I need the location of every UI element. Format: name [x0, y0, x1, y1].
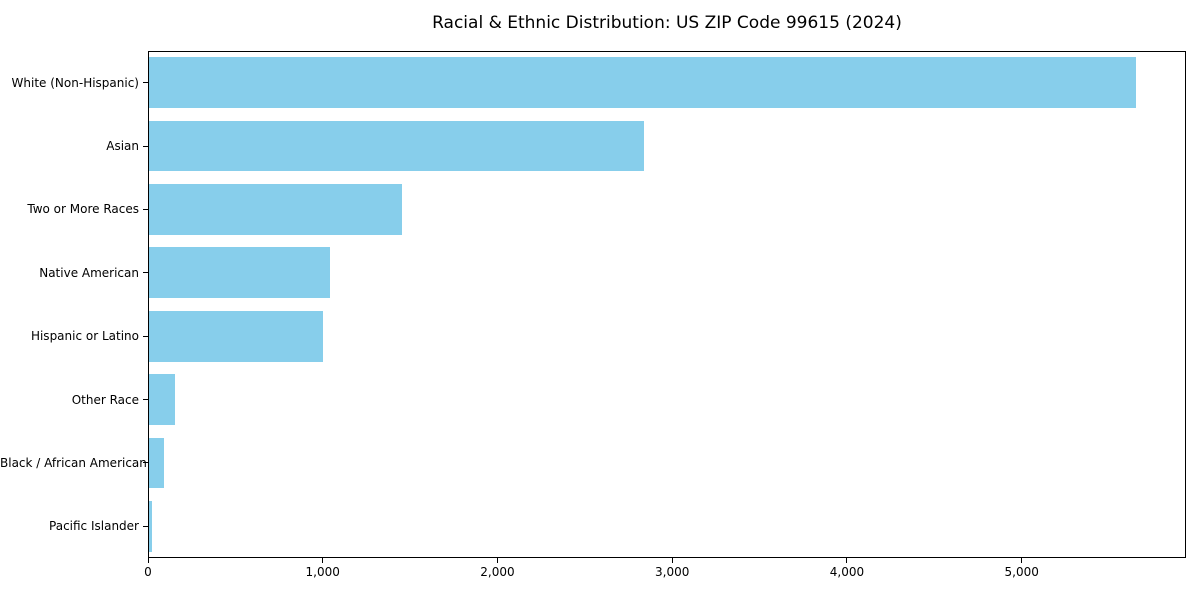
x-tick-label: 0 — [144, 565, 152, 579]
y-tick-label: Two or More Races — [27, 202, 139, 217]
y-tick-label: Other Race — [71, 392, 139, 407]
y-tick-mark — [143, 525, 148, 527]
bar-hispanic-or-latino — [149, 310, 323, 362]
x-tick-label: 1,000 — [305, 565, 340, 579]
bar-two-or-more-races — [149, 184, 403, 235]
y-tick-mark — [143, 208, 148, 210]
x-tick-mark — [496, 558, 498, 563]
y-tick-label: Black / African American — [0, 455, 147, 470]
y-tick-mark — [143, 82, 148, 84]
bar-native-american — [149, 247, 330, 299]
x-tick-mark — [322, 558, 324, 563]
y-tick-label: Asian — [106, 139, 139, 154]
x-tick-mark — [846, 558, 848, 563]
y-tick-mark — [143, 399, 148, 401]
bar-white-non-hispanic — [149, 57, 1137, 109]
y-tick-label: White (Non-Hispanic) — [11, 75, 139, 90]
y-tick-mark — [143, 335, 148, 337]
y-tick-mark — [143, 272, 148, 274]
x-tick-label: 2,000 — [480, 565, 515, 579]
plot-area — [148, 51, 1186, 558]
bar-asian — [149, 120, 644, 172]
x-tick-label: 3,000 — [655, 565, 690, 579]
y-tick-mark — [143, 145, 148, 147]
x-tick-mark — [1021, 558, 1023, 563]
x-tick-label: 5,000 — [1004, 565, 1039, 579]
y-tick-label: Pacific Islander — [49, 519, 139, 534]
chart-title: Racial & Ethnic Distribution: US ZIP Cod… — [432, 13, 902, 33]
y-tick-label: Native American — [39, 265, 139, 280]
x-tick-label: 4,000 — [829, 565, 865, 579]
y-tick-label: Hispanic or Latino — [30, 329, 139, 344]
bar-black-african-american — [149, 437, 164, 489]
x-tick-mark — [671, 558, 673, 563]
x-tick-mark — [147, 558, 149, 563]
bar-pacific-islander — [149, 500, 153, 552]
y-tick-mark — [143, 462, 148, 464]
bar-other-race — [149, 374, 176, 425]
